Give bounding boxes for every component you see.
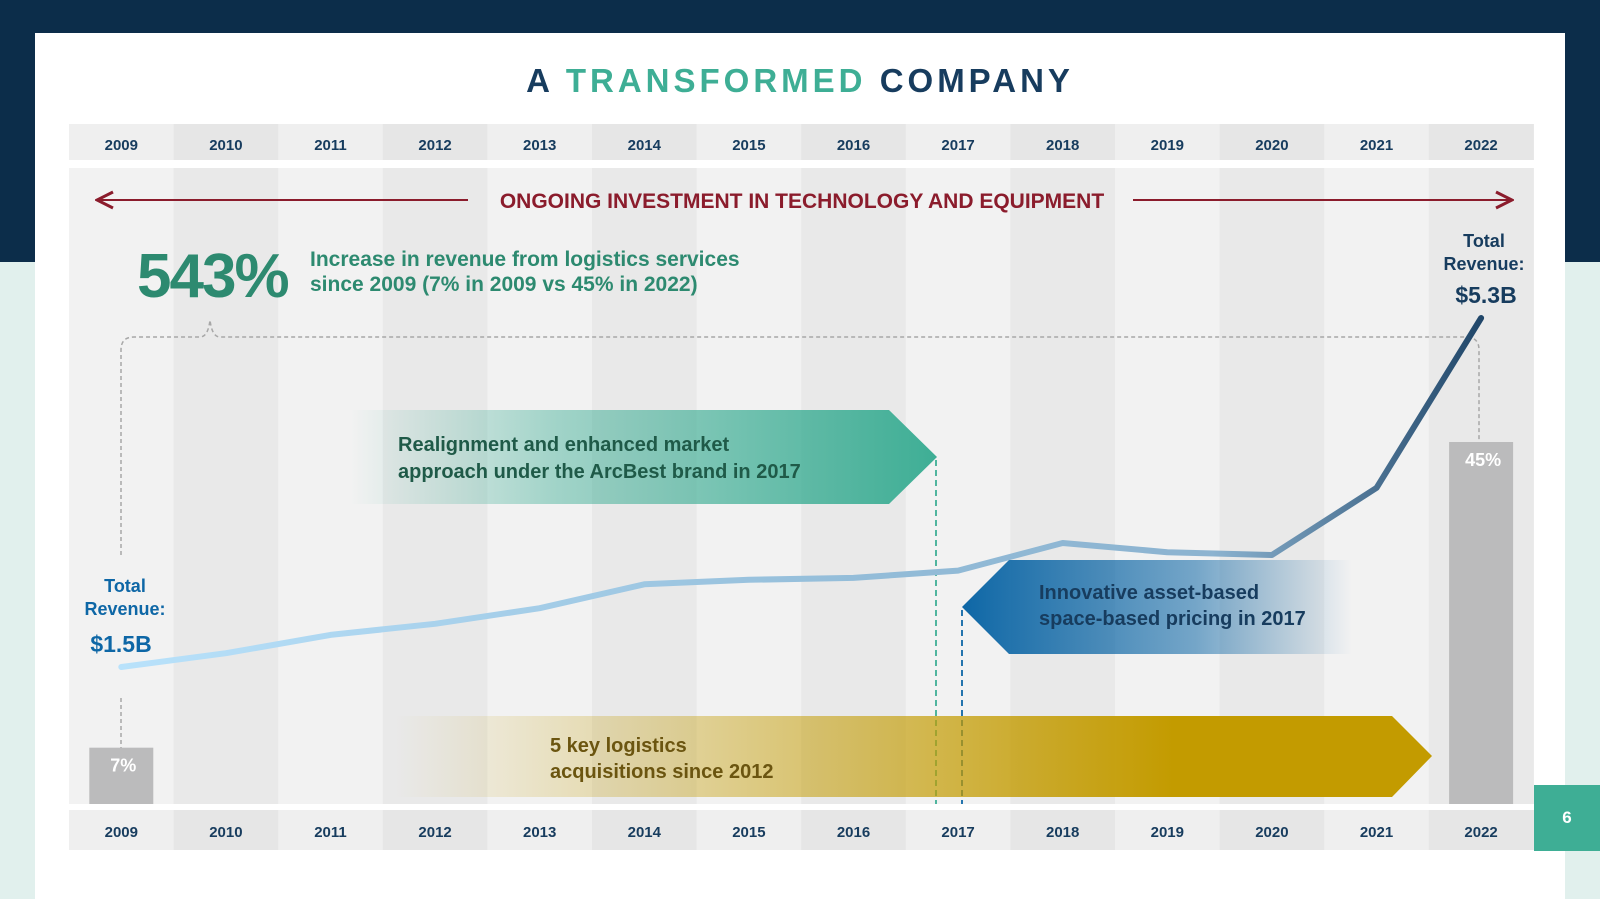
acquisitions-line1: 5 key logistics bbox=[550, 735, 687, 757]
year-header-cell bbox=[173, 124, 279, 160]
year-header-cell bbox=[278, 124, 384, 160]
year-header-cell bbox=[696, 124, 802, 160]
x-tick-label-top: 2019 bbox=[1151, 137, 1184, 154]
year-footer-cell bbox=[696, 810, 802, 850]
page-title: A TRANSFORMED COMPANY bbox=[0, 62, 1600, 100]
pricing-line1: Innovative asset-based bbox=[1039, 582, 1259, 604]
logistics-share-label-2022: 45% bbox=[1465, 450, 1501, 470]
year-footer-cell bbox=[1428, 810, 1534, 850]
x-tick-label-bottom: 2011 bbox=[314, 824, 347, 841]
start-revenue-value: $1.5B bbox=[90, 631, 151, 657]
year-column-band bbox=[905, 168, 1011, 804]
year-footer-cell bbox=[487, 810, 593, 850]
year-footer-cell bbox=[592, 810, 698, 850]
year-footer-cell bbox=[382, 810, 488, 850]
year-footer-cell bbox=[1324, 810, 1430, 850]
year-footer-cell bbox=[1219, 810, 1325, 850]
growth-brace bbox=[120, 319, 1480, 555]
realignment-line2: approach under the ArcBest brand in 2017 bbox=[398, 461, 801, 483]
end-revenue-label-line2: Revenue: bbox=[1443, 254, 1524, 274]
year-header-cell bbox=[69, 124, 175, 160]
growth-description-line2: since 2009 (7% in 2009 vs 45% in 2022) bbox=[310, 273, 698, 296]
year-footer-cell bbox=[173, 810, 279, 850]
logistics-share-label-2009: 7% bbox=[110, 756, 136, 776]
acquisitions-milestone-arrow bbox=[395, 716, 1432, 797]
realignment-milestone-arrow bbox=[350, 410, 937, 504]
acquisitions-line2: acquisitions since 2012 bbox=[550, 761, 773, 783]
logistics-share-bars: 7% 45% bbox=[89, 442, 1514, 804]
x-tick-label-bottom: 2022 bbox=[1464, 824, 1497, 841]
logistics-share-bar-2009 bbox=[89, 747, 154, 804]
page-number: 6 bbox=[1534, 785, 1600, 851]
title-prefix: A bbox=[526, 62, 553, 99]
x-tick-label-bottom: 2017 bbox=[941, 824, 974, 841]
year-header-cell bbox=[592, 124, 698, 160]
x-tick-label-bottom: 2021 bbox=[1360, 824, 1393, 841]
year-footer-cell bbox=[905, 810, 1011, 850]
year-column-band bbox=[1115, 168, 1221, 804]
year-header-cell bbox=[1115, 124, 1221, 160]
year-header-cell bbox=[905, 124, 1011, 160]
x-tick-label-top: 2011 bbox=[314, 137, 347, 154]
x-tick-label-bottom: 2013 bbox=[523, 824, 556, 841]
x-tick-label-top: 2018 bbox=[1046, 137, 1079, 154]
end-revenue-label-line1: Total bbox=[1463, 231, 1505, 251]
x-tick-label-bottom: 2019 bbox=[1151, 824, 1184, 841]
realignment-line1: Realignment and enhanced market bbox=[398, 434, 730, 456]
year-header-cell bbox=[1428, 124, 1534, 160]
pricing-milestone-arrow bbox=[962, 560, 1352, 654]
x-tick-label-top: 2009 bbox=[105, 137, 138, 154]
x-tick-label-top: 2017 bbox=[941, 137, 974, 154]
x-tick-label-bottom: 2010 bbox=[209, 824, 242, 841]
year-header-cell bbox=[1324, 124, 1430, 160]
logistics-share-bar-2022 bbox=[1449, 442, 1514, 804]
year-column-band bbox=[1219, 168, 1325, 804]
year-column-band bbox=[173, 168, 279, 804]
year-header-cell bbox=[1219, 124, 1325, 160]
x-tick-label-top: 2016 bbox=[837, 137, 870, 154]
x-tick-label-bottom: 2009 bbox=[105, 824, 138, 841]
investment-banner-text: ONGOING INVESTMENT IN TECHNOLOGY AND EQU… bbox=[500, 190, 1105, 213]
year-footer-cell bbox=[278, 810, 384, 850]
year-header-cell bbox=[487, 124, 593, 160]
revenue-line bbox=[118, 315, 1485, 670]
x-tick-label-top: 2013 bbox=[523, 137, 556, 154]
year-header-cell bbox=[801, 124, 907, 160]
start-revenue-label-line2: Revenue: bbox=[84, 599, 165, 619]
year-axis-top: 2009 2010 2011 2012 2013 2014 2015 2016 2017 2018… bbox=[69, 124, 1534, 160]
growth-percent: 543% bbox=[137, 242, 288, 311]
x-tick-label-bottom: 2018 bbox=[1046, 824, 1079, 841]
year-footer-cell bbox=[69, 810, 175, 850]
x-tick-label-top: 2012 bbox=[418, 137, 451, 154]
growth-description-line1: Increase in revenue from logistics servi… bbox=[310, 248, 740, 271]
x-tick-label-top: 2014 bbox=[628, 137, 662, 154]
title-suffix: COMPANY bbox=[879, 62, 1074, 99]
x-tick-label-top: 2022 bbox=[1464, 137, 1497, 154]
x-tick-label-top: 2015 bbox=[732, 137, 765, 154]
year-axis-bottom: 2009 2010 2011 2012 2013 2014 2015 2016 2017 2018… bbox=[69, 810, 1534, 850]
year-footer-cell bbox=[1010, 810, 1116, 850]
year-footer-cell bbox=[801, 810, 907, 850]
year-footer-cell bbox=[1115, 810, 1221, 850]
year-header-cell bbox=[382, 124, 488, 160]
x-tick-label-bottom: 2012 bbox=[418, 824, 451, 841]
year-header-cell bbox=[1010, 124, 1116, 160]
x-tick-label-top: 2020 bbox=[1255, 137, 1288, 154]
x-tick-label-top: 2010 bbox=[209, 137, 242, 154]
x-tick-label-bottom: 2015 bbox=[732, 824, 765, 841]
start-revenue-label-line1: Total bbox=[104, 576, 146, 596]
year-column-band bbox=[1010, 168, 1116, 804]
x-tick-label-bottom: 2020 bbox=[1255, 824, 1288, 841]
title-accent: TRANSFORMED bbox=[565, 62, 867, 99]
x-tick-label-top: 2021 bbox=[1360, 137, 1393, 154]
end-revenue-value: $5.3B bbox=[1455, 282, 1516, 308]
x-tick-label-bottom: 2014 bbox=[628, 824, 662, 841]
x-tick-label-bottom: 2016 bbox=[837, 824, 870, 841]
pricing-line2: space-based pricing in 2017 bbox=[1039, 608, 1306, 630]
